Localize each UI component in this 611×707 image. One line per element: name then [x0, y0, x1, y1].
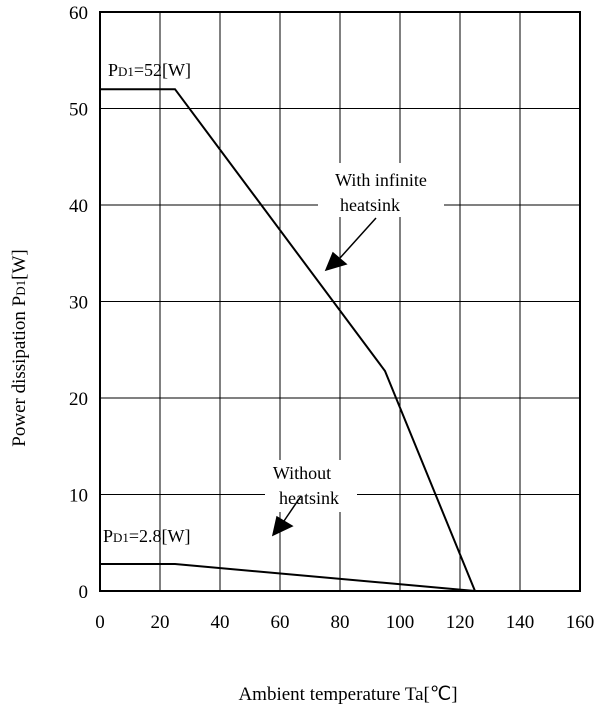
- y-axis-label: Power dissipation PD1[W]: [9, 249, 30, 446]
- grid-lines: [100, 12, 580, 591]
- x-tick-label: 0: [95, 612, 105, 633]
- y-tick-label: 10: [69, 486, 88, 507]
- x-tick-label: 40: [211, 612, 230, 633]
- annotation-pd-2-8w: PD1=2.8[W]: [103, 526, 191, 546]
- series-lines: [100, 88, 580, 592]
- y-tick-label: 20: [69, 389, 88, 410]
- x-tick-label: 160: [566, 612, 595, 633]
- arrow-without-heatsink: [271, 515, 294, 537]
- x-tick-label: 60: [271, 612, 290, 633]
- x-tick-label: 80: [331, 612, 350, 633]
- annotation-pd-52w: PD1=52[W]: [108, 60, 191, 80]
- plot-frame: [99, 11, 581, 592]
- x-tick-label: 120: [446, 612, 475, 633]
- annotation-without-heatsink-line1: Without: [273, 463, 331, 483]
- y-tick-label: 0: [79, 582, 89, 603]
- y-tick-label: 30: [69, 293, 88, 314]
- series-line-without-heatsink: [100, 563, 476, 592]
- annotation-halo-infinite: [318, 163, 444, 217]
- arrow-infinite-heatsink: [324, 251, 348, 272]
- x-tick-label: 100: [386, 612, 415, 633]
- y-tick-label: 50: [69, 100, 88, 121]
- annotation-without-heatsink-line2: heatsink: [279, 488, 339, 508]
- x-tick-labels: 0 20 40 60 80 100 120 140 160: [95, 612, 594, 633]
- x-axis-label: Ambient temperature Ta[℃]: [238, 684, 457, 705]
- series-line-infinite-heatsink: [100, 88, 580, 592]
- annotation-halo-without: [265, 460, 357, 512]
- y-tick-label: 40: [69, 196, 88, 217]
- y-tick-label: 60: [69, 3, 88, 24]
- annotation-infinite-heatsink-line1: With infinite: [335, 170, 427, 190]
- x-tick-label: 140: [506, 612, 535, 633]
- x-tick-label: 20: [151, 612, 170, 633]
- arrow-without-shaft: [283, 495, 302, 522]
- y-tick-labels: 0 10 20 30 40 50 60: [69, 3, 88, 603]
- arrow-infinite-shaft: [339, 217, 377, 259]
- annotation-infinite-heatsink-line2: heatsink: [340, 195, 400, 215]
